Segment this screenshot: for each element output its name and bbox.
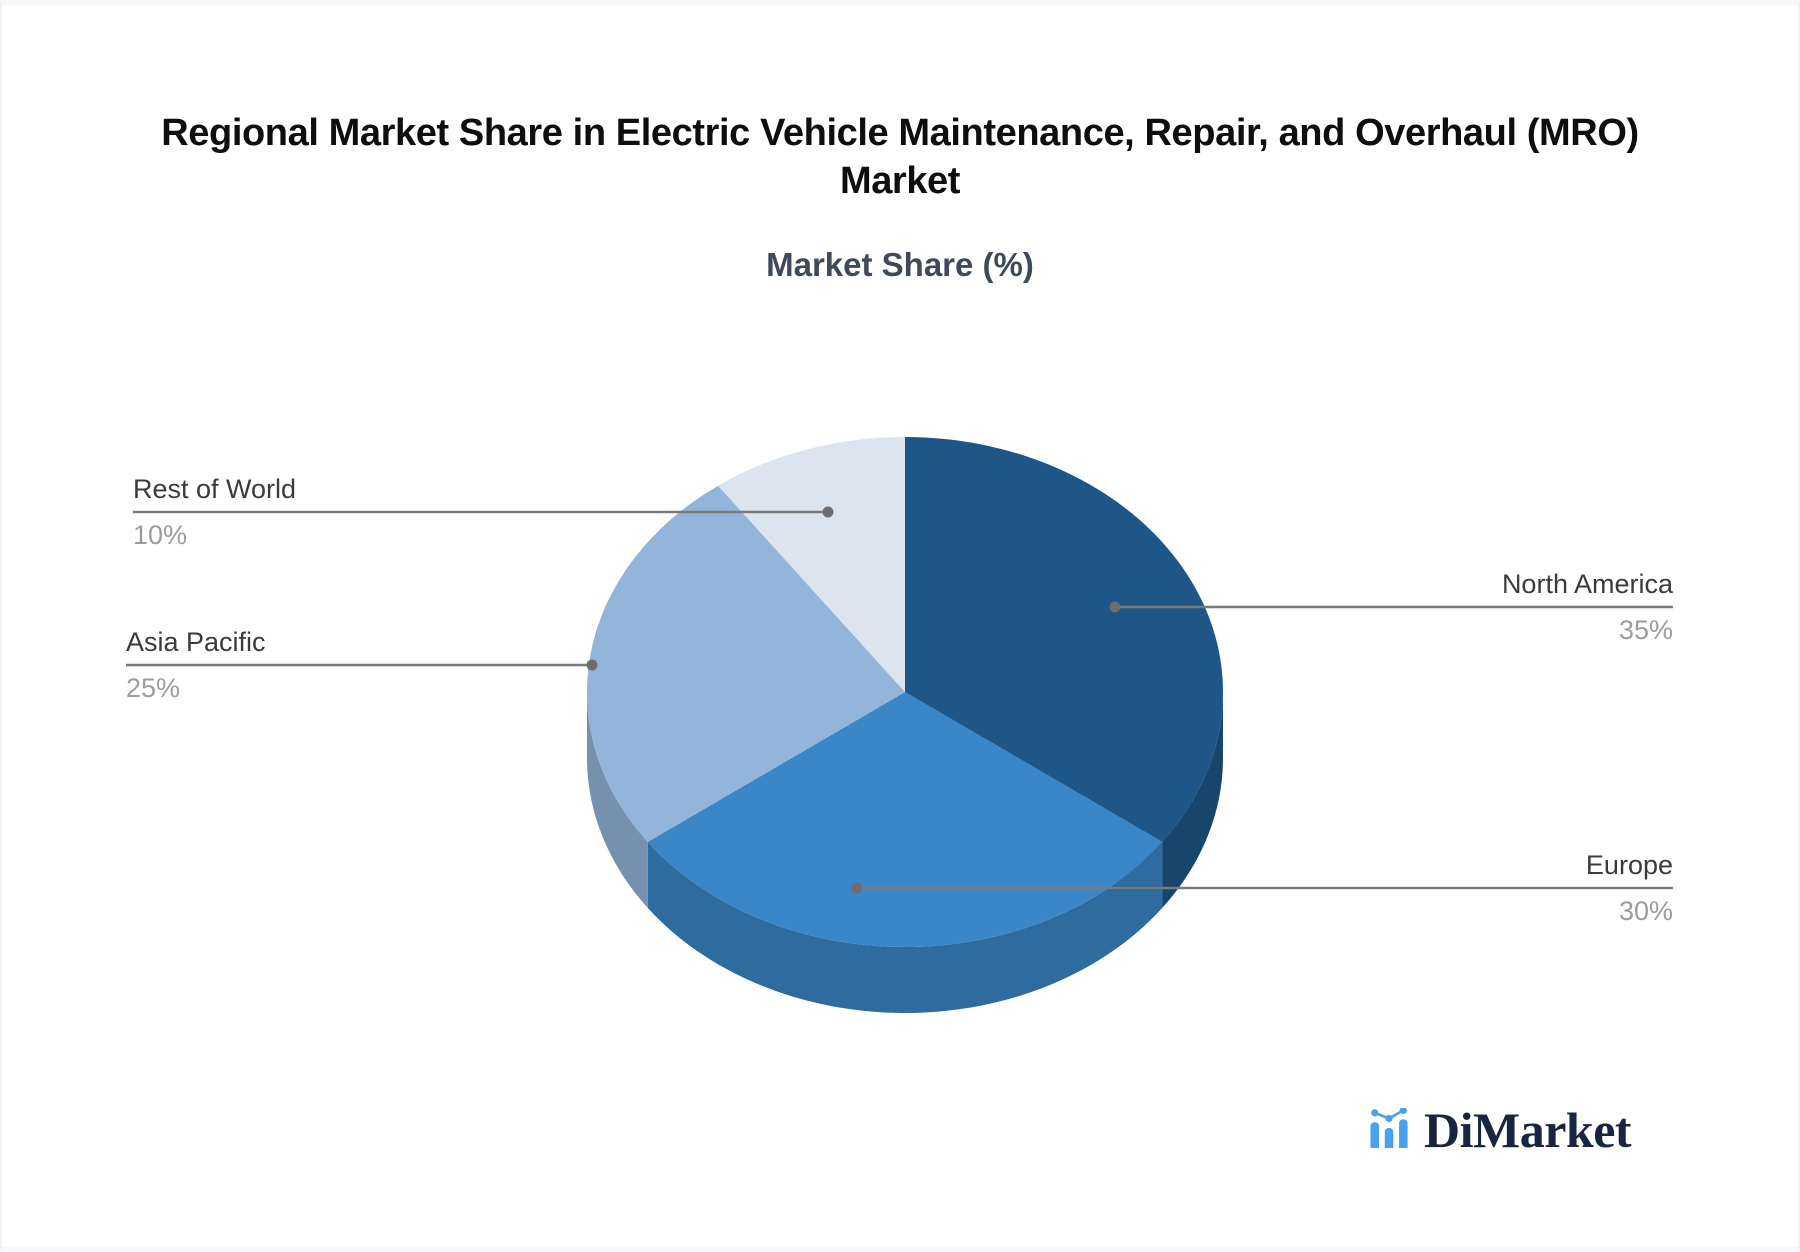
leader-dot-rest-of-world [822, 506, 834, 518]
leader-dot-asia-pacific [586, 659, 598, 671]
chart-title-line2: Market [839, 160, 961, 202]
pie-slice-north-america [905, 437, 1224, 842]
chart-title: Regional Market Share in Electric Vehicl… [2, 109, 1798, 205]
pie-side-north-america [1162, 692, 1223, 908]
pie-side-europe [647, 841, 1163, 1014]
pie-chart [126, 437, 1673, 1014]
dimarket-logo: DiMarket [1369, 1102, 1632, 1158]
chart-subtitle: Market Share (%) [766, 246, 1034, 283]
pie-slice-asia-pacific [586, 485, 905, 842]
bar-line-chart-icon [1370, 1108, 1408, 1148]
pie-slice-rest-of-world [718, 437, 905, 692]
pie-side-asia-pacific [587, 692, 648, 908]
leader-dot-europe [851, 882, 863, 894]
chart-title-line1: Regional Market Share in Electric Vehicl… [161, 112, 1639, 154]
pie-slice-europe [647, 692, 1163, 948]
logo-wordmark: DiMarket [1424, 1102, 1632, 1158]
leader-dot-north-america [1109, 601, 1121, 613]
